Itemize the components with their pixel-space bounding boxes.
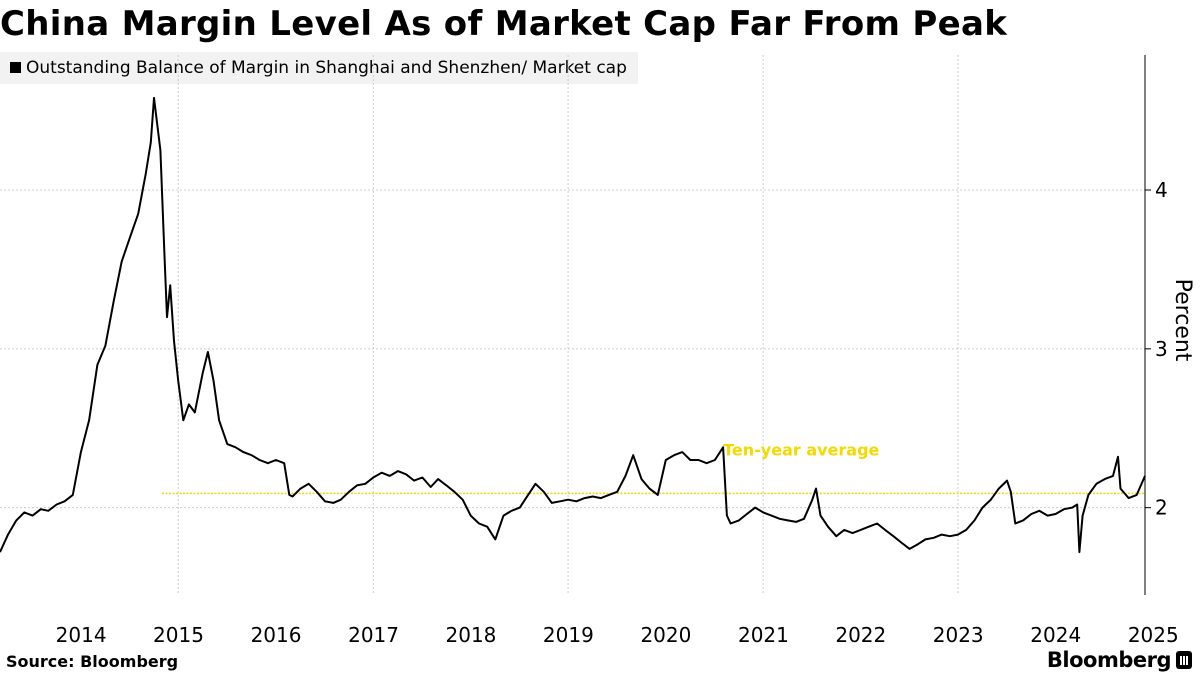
brand-name: Bloomberg	[1046, 648, 1172, 672]
xtick-label-2021: 2021	[738, 623, 789, 647]
legend-label: Outstanding Balance of Margin in Shangha…	[26, 58, 627, 78]
bloomberg-terminal-icon	[1176, 651, 1192, 669]
source-note: Source: Bloomberg	[6, 652, 179, 671]
xtick-label-2019: 2019	[543, 623, 594, 647]
series-group	[0, 96, 1146, 554]
chart-title: China Margin Level As of Market Cap Far …	[0, 4, 1008, 44]
ytick-label-3: 3	[1155, 337, 1168, 361]
xtick-label-2024: 2024	[1030, 623, 1081, 647]
xtick-label-2022: 2022	[835, 623, 886, 647]
xtick-label-2020: 2020	[640, 623, 691, 647]
series-line-margin-balance	[0, 96, 1146, 554]
ten-year-average-annotation: Ten-year average	[723, 440, 879, 459]
xtick-label-2014: 2014	[56, 623, 107, 647]
grid-lines	[0, 55, 1145, 595]
brand-logo: Bloomberg	[1047, 648, 1192, 672]
ytick-label-4: 4	[1155, 178, 1168, 202]
average-line-group: Ten-year average	[161, 440, 1145, 495]
xtick-label-2025: 2025	[1128, 623, 1179, 647]
axis-labels: 2 3 4 2014 2015 2016 2017 2018 2019 2020 2021 2022 2…	[56, 178, 1195, 647]
ytick-label-2: 2	[1155, 496, 1168, 520]
xtick-label-2018: 2018	[446, 623, 497, 647]
legend: Outstanding Balance of Margin in Shangha…	[0, 52, 638, 84]
xtick-label-2023: 2023	[933, 623, 984, 647]
xtick-label-2016: 2016	[251, 623, 302, 647]
legend-swatch	[10, 62, 21, 73]
xtick-label-2017: 2017	[348, 623, 399, 647]
axes	[1144, 55, 1151, 595]
y-axis-label: Percent	[1170, 279, 1195, 362]
xtick-label-2015: 2015	[153, 623, 204, 647]
